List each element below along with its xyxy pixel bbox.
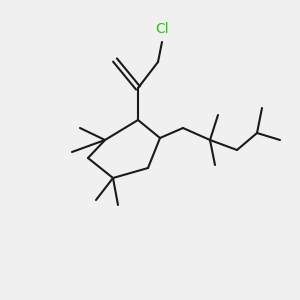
Text: Cl: Cl: [155, 22, 169, 36]
